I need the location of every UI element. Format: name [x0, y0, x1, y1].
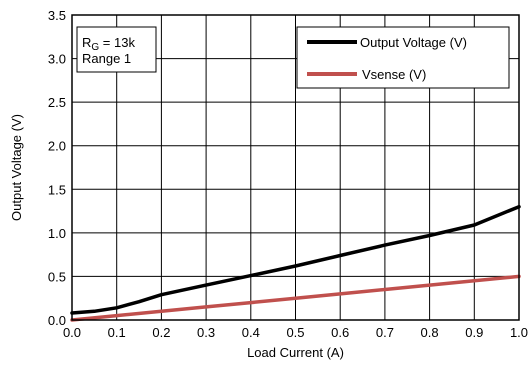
- y-tick-label: 2.5: [48, 95, 66, 110]
- x-tick-label: 0.6: [331, 325, 349, 340]
- x-tick-label: 0.5: [286, 325, 304, 340]
- x-tick-label: 0.0: [63, 325, 81, 340]
- y-tick-label: 0.0: [48, 313, 66, 328]
- y-tick-label: 3.0: [48, 52, 66, 67]
- legend-label-output-voltage: Output Voltage (V): [360, 35, 467, 50]
- x-tick-label: 0.3: [197, 325, 215, 340]
- y-tick-label: 1.5: [48, 182, 66, 197]
- y-tick-label: 1.0: [48, 226, 66, 241]
- annotation-box: RG = 13k Range 1: [76, 26, 157, 73]
- legend-label-vsense: Vsense (V): [362, 67, 426, 82]
- x-tick-label: 0.2: [152, 325, 170, 340]
- x-tick-labels: 0.0 0.1 0.2 0.3 0.4 0.5 0.6 0.7 0.8 0.9 1.0: [63, 325, 528, 340]
- annotation-line2: Range 1: [82, 51, 131, 66]
- x-axis-label: Load Current (A): [247, 345, 344, 360]
- annotation-line1: RG = 13k: [82, 35, 135, 53]
- y-tick-label: 2.0: [48, 139, 66, 154]
- x-tick-label: 1.0: [510, 325, 528, 340]
- y-tick-label: 0.5: [48, 269, 66, 284]
- series-line-vsense: [70, 274, 521, 322]
- series-group: [70, 204, 521, 322]
- legend-box: [296, 26, 510, 89]
- x-tick-label: 0.8: [421, 325, 439, 340]
- y-tick-label: 3.5: [48, 8, 66, 23]
- x-tick-label: 0.4: [242, 325, 260, 340]
- legend: Output Voltage (V) Vsense (V): [296, 26, 510, 89]
- series-line-output-voltage: [70, 204, 521, 315]
- x-tick-label: 0.9: [465, 325, 483, 340]
- plot-frame: [71, 14, 520, 321]
- x-tick-label: 0.7: [376, 325, 394, 340]
- x-tick-label: 0.1: [108, 325, 126, 340]
- y-axis-label: Output Voltage (V): [9, 114, 24, 221]
- y-tick-labels: 0.0 0.5 1.0 1.5 2.0 2.5 3.0 3.5: [48, 8, 66, 328]
